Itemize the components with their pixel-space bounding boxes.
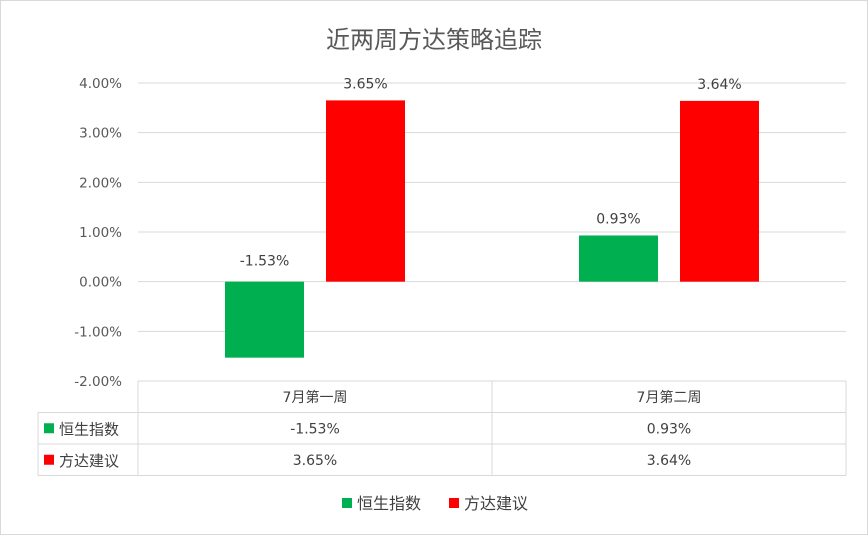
data-label-s0-c1: 0.93% — [596, 211, 640, 227]
table-key-1 — [44, 454, 54, 465]
table-header-1: 7月第二周 — [637, 389, 702, 406]
y-tick-label-0: 4.00% — [79, 76, 122, 92]
bar-s0-c0 — [225, 281, 304, 358]
data-label-s0-c0: -1.53% — [240, 254, 290, 270]
legend: 恒生指数 方达建议 — [342, 494, 528, 513]
bars — [225, 100, 759, 358]
table-key-0 — [44, 423, 54, 434]
bar-s1-c1 — [680, 100, 759, 282]
legend-label-0: 恒生指数 — [357, 494, 421, 513]
y-tick-label-6: -2.00% — [74, 374, 122, 390]
y-tick-label-3: 1.00% — [79, 225, 122, 241]
table-cell-s1-c0: 3.65% — [293, 453, 337, 469]
table-series-name-0: 恒生指数 — [59, 420, 119, 438]
data-label-s1-c0: 3.65% — [343, 76, 387, 92]
table-cell-s0-c1: 0.93% — [647, 421, 691, 437]
table-cell-s0-c0: -1.53% — [290, 421, 340, 437]
bar-s1-c0 — [326, 100, 405, 282]
table-header-0: 7月第一周 — [283, 389, 348, 406]
legend-label-1: 方达建议 — [464, 494, 528, 513]
data-label-s1-c1: 3.64% — [697, 77, 741, 93]
y-tick-label-1: 3.00% — [79, 126, 122, 142]
y-axis-ticks: 4.00% 3.00% 2.00% 1.00% 0.00% -1.00% -2.00% — [74, 76, 122, 390]
chart-title: 近两周方达策略追踪 — [326, 26, 542, 54]
y-tick-label-5: -1.00% — [74, 324, 122, 340]
bar-s0-c1 — [579, 235, 658, 282]
data-labels: -1.53% 3.65% 0.93% 3.64% — [240, 76, 742, 269]
y-tick-label-2: 2.00% — [79, 175, 122, 191]
legend-key-1 — [449, 498, 459, 508]
legend-key-0 — [342, 498, 352, 508]
table-series-name-1: 方达建议 — [59, 452, 119, 470]
y-tick-label-4: 0.00% — [79, 275, 122, 291]
table-cell-s1-c1: 3.64% — [647, 453, 691, 469]
